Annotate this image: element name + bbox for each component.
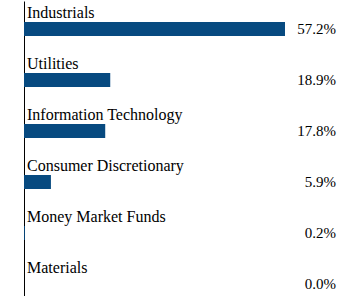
category-label: Money Market Funds (27, 208, 166, 226)
category-label: Consumer Discretionary (27, 157, 184, 175)
bar (24, 226, 25, 240)
category-axis (24, 2, 25, 296)
data-label: 57.2% (297, 21, 336, 37)
labels: Industrials Utilities Information Technolo… (27, 4, 336, 292)
axis-line (24, 2, 25, 296)
data-label: 0.2% (305, 225, 336, 241)
bars (24, 22, 285, 240)
bar (24, 277, 25, 291)
category-label: Industrials (27, 4, 95, 21)
data-label: 18.9% (297, 72, 336, 88)
data-label: 0.0% (305, 276, 336, 292)
category-label: Utilities (27, 55, 79, 72)
data-label: 17.8% (297, 123, 336, 139)
bar (24, 73, 110, 87)
bar (24, 124, 105, 138)
category-label: Information Technology (27, 106, 182, 124)
bar (24, 175, 51, 189)
data-label: 5.9% (305, 174, 336, 190)
bar (24, 22, 285, 36)
category-label: Materials (27, 259, 87, 276)
chart: Industrials Utilities Information Technolo… (0, 0, 360, 296)
